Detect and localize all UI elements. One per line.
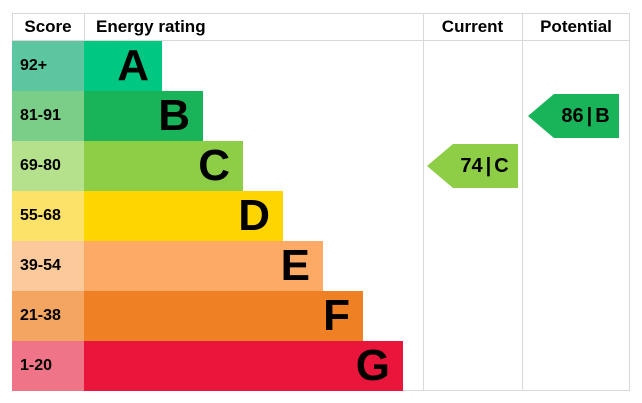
band-bar-d: D: [84, 191, 283, 241]
potential-rating-band: B: [595, 104, 610, 127]
header-potential: Potential: [540, 17, 612, 36]
score-range-label-b: 81-91: [12, 91, 84, 141]
potential-rating-value: 86: [561, 104, 584, 127]
grid-line-right: [629, 13, 630, 391]
header-score: Score: [24, 17, 72, 36]
header-energy-rating: Energy rating: [96, 17, 206, 36]
band-row-g: 1-20 G: [12, 341, 630, 391]
band-bar-g: G: [84, 341, 403, 391]
band-row-b: 81-91 B: [12, 91, 630, 141]
band-bar-b: B: [84, 91, 203, 141]
table-header: Score Energy rating Current Potential: [12, 14, 630, 40]
rating-table: Score Energy rating Current Potential 92…: [12, 13, 630, 391]
grid-line-left: [12, 13, 13, 41]
score-range-label-f: 21-38: [12, 291, 84, 341]
score-range-label-d: 55-68: [12, 191, 84, 241]
header-current: Current: [441, 17, 504, 36]
score-range-label-c: 69-80: [12, 141, 84, 191]
band-bar-e: E: [84, 241, 323, 291]
band-row-d: 55-68 D: [12, 191, 630, 241]
score-range-label-a: 92+: [12, 41, 84, 91]
band-row-f: 21-38 F: [12, 291, 630, 341]
band-row-c: 69-80 C: [12, 141, 630, 191]
band-rows: 92+ A 81-91 B 69-80 C 55-68 D 39-54 E 21-38 F 1-20 G: [12, 41, 630, 391]
band-bar-c: C: [84, 141, 243, 191]
current-rating-value: 74: [460, 154, 483, 177]
band-bar-f: F: [84, 291, 363, 341]
grid-line-score-divider: [84, 13, 85, 41]
potential-rating-separator: |: [586, 104, 593, 127]
band-row-a: 92+ A: [12, 41, 630, 91]
grid-line-top: [12, 13, 630, 14]
band-row-e: 39-54 E: [12, 241, 630, 291]
grid-line-header-bottom: [12, 40, 630, 41]
current-rating-band: C: [494, 154, 509, 177]
current-rating-separator: |: [485, 154, 492, 177]
band-bar-a: A: [84, 41, 162, 91]
grid-line-current-divider: [423, 13, 424, 391]
score-range-label-e: 39-54: [12, 241, 84, 291]
grid-line-potential-divider: [522, 13, 523, 391]
score-range-label-g: 1-20: [12, 341, 84, 391]
